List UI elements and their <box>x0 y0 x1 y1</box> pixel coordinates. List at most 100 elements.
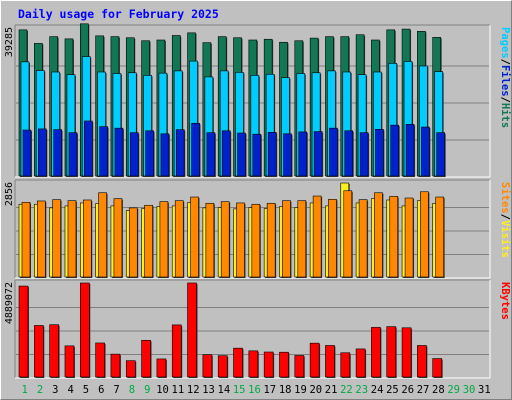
kbytes-bar-day-11 <box>171 324 182 378</box>
pages-bar-day-12 <box>191 122 200 177</box>
kbytes-bar-day-4 <box>64 345 75 378</box>
pages-bar-day-22 <box>344 130 354 177</box>
panel-2-max-label: 4889072 <box>4 282 15 324</box>
pages-bar-day-15 <box>237 132 246 177</box>
sites-bar-day-28 <box>435 196 445 278</box>
kbytes-bar-day-12 <box>187 282 197 378</box>
sites-bar-day-7 <box>113 198 123 278</box>
panel-1-max-label: 2856 <box>4 182 15 206</box>
panel-0-max-label: 39285 <box>4 27 15 57</box>
day-label-20: 20 <box>309 384 322 396</box>
pages-bar-day-5 <box>83 120 93 177</box>
sites-bar-day-21 <box>328 199 337 278</box>
kbytes-bar-day-10 <box>156 358 167 378</box>
day-label-19: 19 <box>294 384 307 396</box>
pages-bar-day-21 <box>329 127 338 177</box>
sites-bar-day-5 <box>82 199 92 278</box>
sites-bar-day-10 <box>159 201 169 278</box>
panel-2-legend: KBytes <box>499 282 511 320</box>
sites-bar-day-20 <box>312 195 322 278</box>
day-label-8: 8 <box>129 384 135 396</box>
kbytes-bar-day-14 <box>217 355 228 378</box>
day-label-29: 29 <box>447 384 460 396</box>
kbytes-bar-day-8 <box>125 360 136 378</box>
pages-bar-day-6 <box>99 126 108 177</box>
pages-bar-day-9 <box>145 130 154 177</box>
sites-bar-day-17 <box>266 202 276 278</box>
day-label-6: 6 <box>98 384 104 396</box>
pages-bar-day-13 <box>206 132 216 177</box>
kbytes-bar-day-24 <box>371 327 381 378</box>
sites-bar-day-9 <box>144 204 153 278</box>
sites-bar-day-13 <box>205 202 215 278</box>
day-label-26: 26 <box>401 384 414 396</box>
day-label-17: 17 <box>263 384 276 396</box>
legend-entry: Hits <box>499 103 511 128</box>
pages-bar-day-11 <box>175 129 185 177</box>
kbytes-bar-day-17 <box>263 351 274 378</box>
sites-bar-day-4 <box>67 200 77 278</box>
legend-entry: / <box>499 59 511 65</box>
kbytes-bar-day-16 <box>248 350 259 378</box>
legend-entry: / <box>499 214 511 220</box>
day-label-7: 7 <box>113 384 119 396</box>
day-label-10: 10 <box>156 384 169 396</box>
pages-bar-day-28 <box>436 132 446 177</box>
kbytes-bar-day-3 <box>49 324 59 378</box>
pages-bar-day-1 <box>22 129 32 177</box>
pages-bar-day-4 <box>68 132 78 177</box>
sites-bar-day-19 <box>297 200 307 278</box>
day-label-25: 25 <box>386 384 399 396</box>
legend-entry: Sites <box>499 182 511 214</box>
sites-bar-day-12 <box>190 196 199 278</box>
day-label-2: 2 <box>37 384 43 396</box>
pages-bar-day-18 <box>283 133 292 177</box>
sites-bar-day-15 <box>236 202 245 278</box>
day-label-3: 3 <box>52 384 58 396</box>
legend-entry: Pages <box>499 27 511 59</box>
legend-entry: / <box>499 97 511 103</box>
day-label-4: 4 <box>67 384 73 396</box>
day-label-23: 23 <box>355 384 368 396</box>
kbytes-bar-day-15 <box>233 347 243 378</box>
sites-bar-day-23 <box>358 199 368 278</box>
legend-entry: Files <box>499 65 511 97</box>
day-label-9: 9 <box>144 384 150 396</box>
sites-bar-day-16 <box>251 203 261 278</box>
day-label-11: 11 <box>172 384 185 396</box>
day-label-31: 31 <box>478 384 491 396</box>
pages-bar-day-3 <box>53 129 62 177</box>
day-label-13: 13 <box>202 384 215 396</box>
pages-bar-day-16 <box>252 133 262 177</box>
day-label-16: 16 <box>248 384 261 396</box>
day-label-12: 12 <box>187 384 200 396</box>
sites-bar-day-1 <box>21 201 31 278</box>
day-label-5: 5 <box>83 384 89 396</box>
sites-bar-day-27 <box>420 191 429 278</box>
pages-bar-day-17 <box>267 131 277 177</box>
kbytes-bar-day-27 <box>417 345 427 378</box>
kbytes-bar-day-9 <box>141 339 151 378</box>
kbytes-bar-day-21 <box>325 345 335 378</box>
day-label-27: 27 <box>417 384 430 396</box>
sites-bar-day-8 <box>128 207 138 278</box>
sites-bar-day-18 <box>282 200 291 278</box>
sites-bar-day-14 <box>220 201 230 278</box>
panel-0-legend: Pages/Files/Hits <box>499 27 511 128</box>
sites-bar-day-6 <box>98 192 107 278</box>
day-label-1: 1 <box>21 384 27 396</box>
kbytes-bar-day-6 <box>95 342 105 378</box>
kbytes-bar-day-1 <box>18 285 29 378</box>
pages-bar-day-26 <box>405 124 415 177</box>
kbytes-bar-day-7 <box>110 353 121 378</box>
kbytes-bar-day-2 <box>34 325 44 378</box>
kbytes-bar-day-18 <box>279 351 289 378</box>
pages-bar-day-20 <box>313 131 323 177</box>
pages-bar-day-8 <box>129 132 139 177</box>
kbytes-bar-day-26 <box>401 327 412 378</box>
kbytes-bar-day-19 <box>294 355 305 378</box>
pages-bar-day-19 <box>298 131 308 177</box>
pages-bar-day-7 <box>114 127 124 177</box>
legend-entry: Visits <box>499 220 511 258</box>
